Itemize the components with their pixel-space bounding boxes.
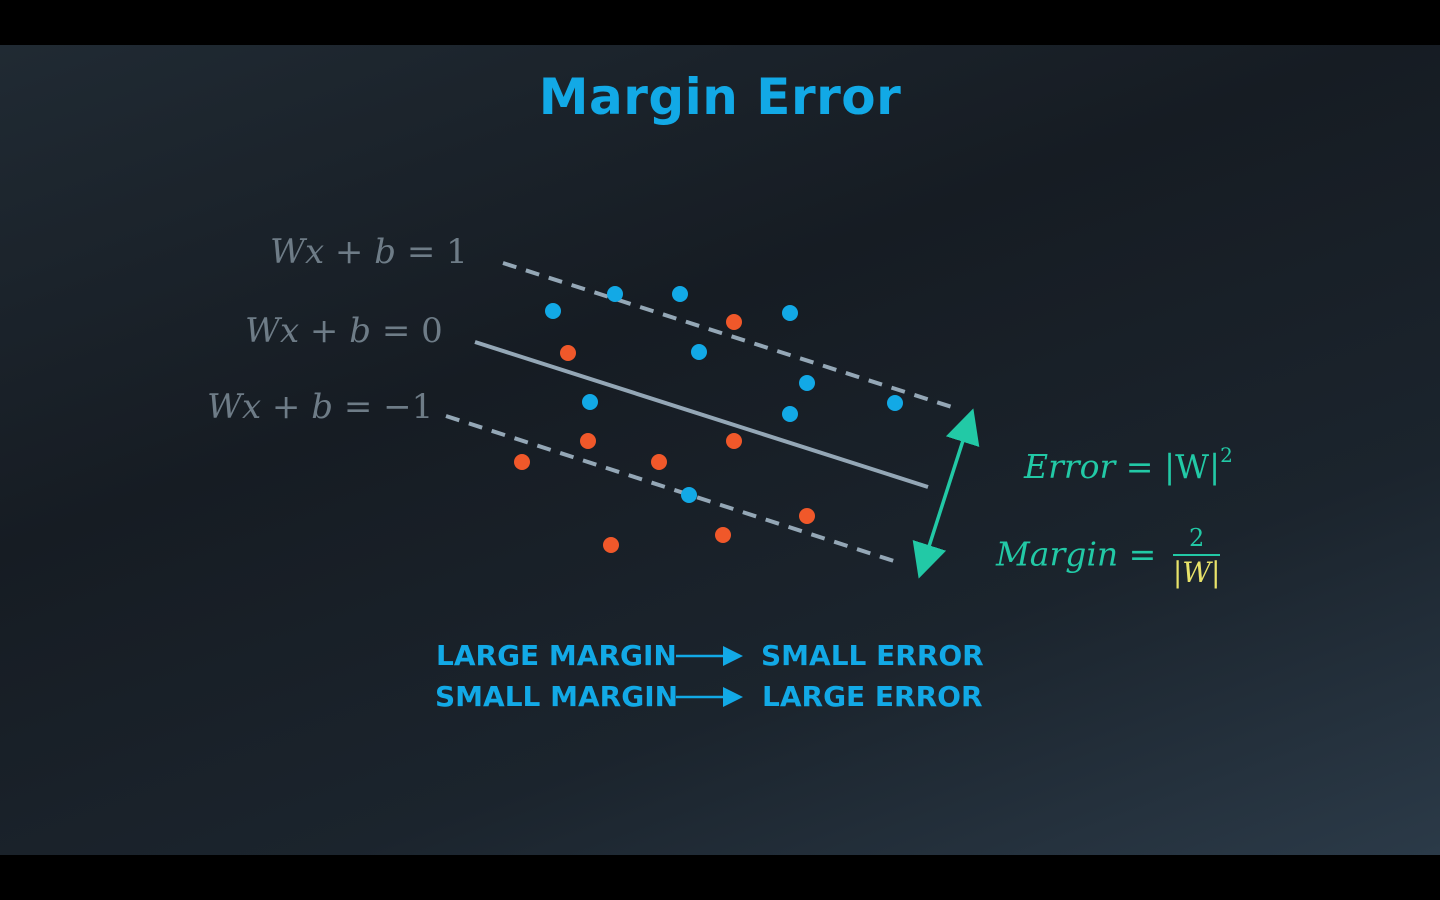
equation-equals: =: [381, 311, 411, 351]
blue-point: [799, 375, 815, 391]
red-point: [726, 314, 742, 330]
blue-point: [681, 487, 697, 503]
equation-equals: =: [343, 387, 373, 427]
margin-denominator: |W|: [1172, 556, 1221, 589]
equation-equals: =: [406, 232, 436, 272]
decision-boundary-line: [474, 340, 929, 489]
equation-rhs: 1: [446, 232, 468, 272]
red-point: [726, 433, 742, 449]
margin-label: Margin: [996, 534, 1119, 574]
equation-lower-boundary: Wx + b = −1: [207, 387, 433, 427]
blue-point: [582, 394, 598, 410]
blue-point: [672, 286, 688, 302]
equation-lhs: Wx + b: [207, 387, 333, 427]
equation-rhs: 0: [421, 311, 443, 351]
double-arrow-icon: [912, 408, 980, 579]
margin-equals: =: [1128, 534, 1157, 574]
red-point: [514, 454, 530, 470]
blue-point: [782, 406, 798, 422]
error-label: Error: [1024, 447, 1116, 486]
slide: [0, 45, 1440, 855]
red-point: [560, 345, 576, 361]
blue-points: [545, 286, 903, 503]
red-point: [651, 454, 667, 470]
statement-right: LARGE ERROR: [762, 680, 983, 713]
blue-point: [545, 303, 561, 319]
upper-margin-line: [502, 261, 956, 410]
blue-point: [607, 286, 623, 302]
blue-point: [691, 344, 707, 360]
equation-rhs: −1: [383, 387, 434, 427]
red-points: [514, 314, 815, 553]
red-point: [715, 527, 731, 543]
letterbox-top: [0, 0, 1440, 45]
red-point: [580, 433, 596, 449]
equation-upper-boundary: Wx + b = 1: [270, 232, 468, 272]
red-point: [603, 537, 619, 553]
equation-decision-boundary: Wx + b = 0: [245, 311, 443, 351]
statement-left: LARGE MARGIN: [436, 639, 677, 672]
margin-formula: Margin = 2 |W|: [996, 524, 1221, 589]
statement-left: SMALL MARGIN: [435, 680, 679, 713]
equation-lhs: Wx + b: [245, 311, 371, 351]
letterbox-bottom: [0, 855, 1440, 900]
statement-right: SMALL ERROR: [761, 639, 984, 672]
error-exponent: 2: [1220, 443, 1233, 467]
equation-lhs: Wx + b: [270, 232, 396, 272]
error-value: |W|: [1163, 447, 1221, 486]
red-point: [799, 508, 815, 524]
lower-margin-line: [445, 414, 901, 565]
error-equals: =: [1125, 447, 1154, 486]
margin-fraction: 2 |W|: [1172, 524, 1221, 589]
error-formula: Error = |W|2: [1024, 443, 1233, 486]
margin-numerator: 2: [1172, 524, 1221, 556]
blue-point: [887, 395, 903, 411]
slide-title: Margin Error: [538, 68, 902, 126]
blue-point: [782, 305, 798, 321]
